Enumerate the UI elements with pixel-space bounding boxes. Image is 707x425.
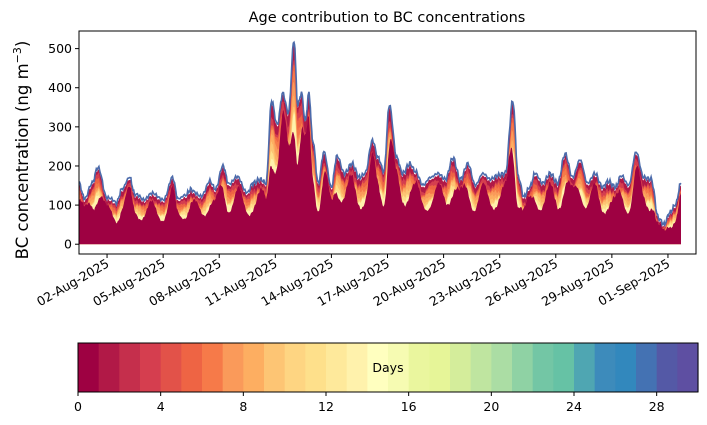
colorbar [78, 343, 699, 392]
colorbar-swatch [388, 343, 410, 392]
colorbar-swatch [408, 343, 430, 392]
colorbar-swatch [78, 343, 100, 392]
colorbar-swatch [264, 343, 286, 392]
colorbar-swatch [594, 343, 616, 392]
colorbar-tick-label: 20 [483, 399, 499, 414]
y-axis-label-superscript: −3 [11, 47, 24, 63]
colorbar-tick-label: 0 [74, 399, 82, 414]
colorbar-swatch [119, 343, 141, 392]
colorbar-swatch [326, 343, 348, 392]
colorbar-swatch [181, 343, 203, 392]
y-tick-label: 500 [48, 41, 72, 56]
colorbar-axis: 0 4 8 12 16 20 24 28 [74, 392, 665, 414]
colorbar-swatch [450, 343, 472, 392]
colorbar-swatch [677, 343, 699, 392]
colorbar-swatch [284, 343, 306, 392]
chart-title: Age contribution to BC concentrations [249, 10, 526, 26]
y-axis: 0 100 200 300 400 500 [48, 41, 79, 252]
y-axis-label: BC concentration (ng m−3) [11, 41, 32, 260]
colorbar-swatch [202, 343, 224, 392]
colorbar-tick-label: 28 [649, 399, 665, 414]
colorbar-tick-label: 4 [157, 399, 165, 414]
y-tick-label: 100 [48, 198, 72, 213]
colorbar-swatch [553, 343, 575, 392]
colorbar-swatch [367, 343, 389, 392]
colorbar-swatch [160, 343, 182, 392]
colorbar-swatch [429, 343, 451, 392]
plot-area [79, 40, 682, 245]
colorbar-tick-label: 12 [318, 399, 334, 414]
y-tick-label: 0 [64, 237, 72, 252]
colorbar-swatch [636, 343, 658, 392]
colorbar-tick-label: 16 [401, 399, 417, 414]
colorbar-swatch [656, 343, 678, 392]
colorbar-tick-label: 8 [239, 399, 247, 414]
colorbar-swatch [346, 343, 368, 392]
x-axis: 02-Aug-202505-Aug-202508-Aug-202511-Aug-… [34, 254, 672, 309]
colorbar-swatch [98, 343, 120, 392]
colorbar-swatch [532, 343, 554, 392]
colorbar-swatch [243, 343, 265, 392]
y-axis-label-text: BC concentration (ng m [13, 63, 32, 259]
y-tick-label: 300 [48, 119, 72, 134]
total-line [79, 40, 682, 228]
colorbar-frame [77, 342, 699, 393]
colorbar-swatch [512, 343, 534, 392]
y-tick-label: 200 [48, 158, 72, 173]
colorbar-tick-label: 24 [566, 399, 582, 414]
colorbar-swatch [615, 343, 637, 392]
y-tick-label: 400 [48, 80, 72, 95]
colorbar-swatch [574, 343, 596, 392]
colorbar-swatch [491, 343, 513, 392]
colorbar-swatch [222, 343, 244, 392]
colorbar-swatch [305, 343, 327, 392]
age-layer-9 [79, 110, 681, 245]
colorbar-swatch [140, 343, 162, 392]
y-axis-label-close: ) [13, 41, 32, 47]
colorbar-label: Days [372, 360, 403, 375]
colorbar-swatch [470, 343, 492, 392]
